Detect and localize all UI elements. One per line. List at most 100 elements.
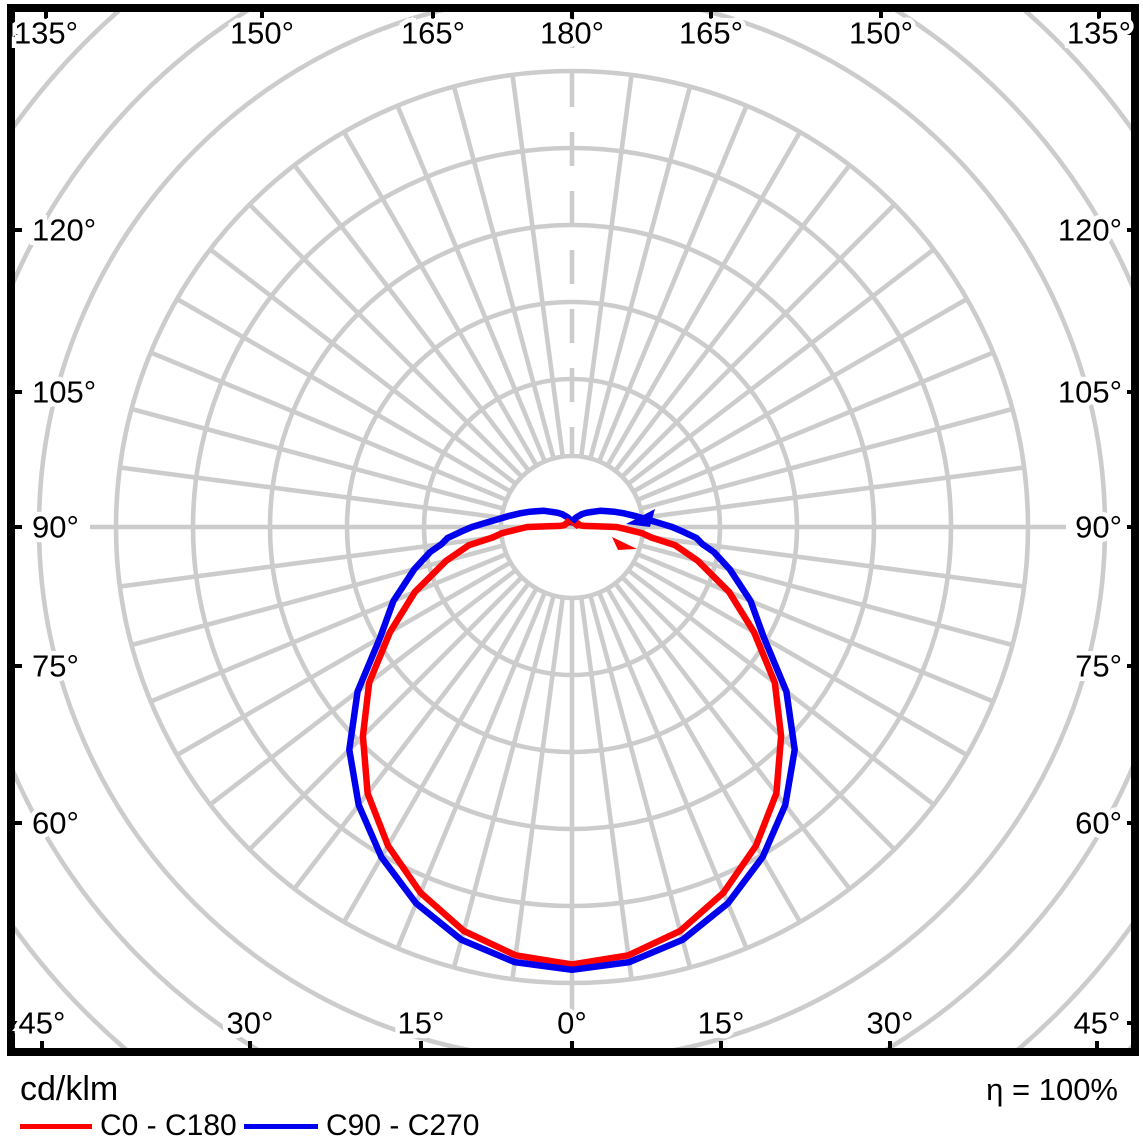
angle-label: 180° [540, 16, 604, 51]
tick-mark [1127, 821, 1134, 825]
grid-radial [342, 587, 539, 924]
angle-labels: 135° 150° 165° 180° 165° 150° 135° 45° 30° 15° 0° 1… [9, 11, 1135, 1045]
angle-label: 45° [19, 1006, 66, 1041]
intensity-curves [346, 507, 798, 974]
plot-frame [7, 4, 1139, 1056]
angle-label: 75° [1075, 649, 1122, 684]
grid-radial [247, 202, 524, 479]
angle-label: 15° [398, 1006, 445, 1041]
grid-radial [247, 575, 524, 852]
tick-mark [888, 1041, 892, 1048]
angle-label: 90° [32, 510, 79, 545]
grid-radial [175, 560, 512, 757]
grid-radial [451, 594, 556, 969]
grid-radial [395, 591, 547, 950]
unit-label: cd/klm [20, 1070, 119, 1108]
angle-label: 30° [227, 1006, 274, 1041]
grid-radial [578, 74, 634, 457]
angle-label: 60° [32, 806, 79, 841]
tick-mark [1097, 12, 1101, 19]
grid-radial [342, 130, 539, 467]
angle-label: 105° [32, 375, 96, 410]
tick-mark [44, 12, 48, 19]
curve-start-mark [565, 517, 579, 530]
tick-mark [1127, 228, 1134, 232]
grid-radial [597, 591, 749, 950]
angle-label: 45° [1074, 1006, 1121, 1041]
grid-radial [636, 350, 995, 502]
curve-c0-c180 [359, 518, 785, 968]
direction-arrow-icon-blue [626, 509, 655, 527]
grid-radial [626, 247, 936, 486]
grid-radial [620, 575, 897, 852]
tick-mark [248, 1041, 252, 1048]
tick-mark [570, 12, 574, 19]
grid-radial [605, 130, 802, 467]
grid-radial [149, 350, 508, 502]
tick-mark [709, 12, 713, 19]
grid-radial [451, 85, 556, 460]
tick-mark [1127, 664, 1134, 668]
grid-radial [632, 560, 969, 757]
grid-radial [597, 104, 749, 463]
tick-mark [1127, 525, 1134, 529]
tick-mark [15, 31, 22, 35]
angle-label: 15° [698, 1006, 745, 1041]
grid-radial [605, 587, 802, 924]
angle-label: 0° [557, 1006, 587, 1041]
grid-radial [613, 163, 852, 473]
angle-label: 90° [1075, 510, 1122, 545]
angle-label: 60° [1075, 806, 1122, 841]
tick-mark [1095, 1041, 1099, 1048]
grid-radial [642, 465, 1025, 521]
curve-c90-c270 [346, 507, 798, 974]
angle-label: 150° [230, 16, 294, 51]
angle-label: 120° [1058, 213, 1122, 248]
border-tick-marks [15, 12, 1134, 1048]
angle-label: 165° [679, 16, 743, 51]
grid-radial [208, 247, 518, 486]
angle-label: 105° [1058, 375, 1122, 410]
angle-label: 135° [14, 16, 78, 51]
tick-mark [15, 390, 22, 394]
grid-radial [130, 406, 505, 511]
angle-label: 30° [867, 1006, 914, 1041]
grid-radial [395, 104, 547, 463]
tick-mark [1127, 31, 1134, 35]
direction-arrow-icon-red [612, 537, 637, 550]
tick-mark [15, 525, 22, 529]
tick-mark [15, 664, 22, 668]
tick-mark [431, 12, 435, 19]
tick-mark [40, 1041, 44, 1048]
tick-mark [260, 12, 264, 19]
angle-label: 120° [32, 213, 96, 248]
grid-radial [510, 597, 566, 980]
angle-label: 75° [32, 649, 79, 684]
grid-radial [632, 297, 969, 494]
grid-radial [588, 594, 693, 969]
angle-label: 135° [1067, 16, 1131, 51]
tick-mark [879, 12, 883, 19]
angle-label: 150° [849, 16, 913, 51]
tick-mark [15, 1021, 22, 1025]
tick-mark [1127, 1021, 1134, 1025]
tick-mark [1127, 390, 1134, 394]
efficiency-label: η = 100% [986, 1072, 1118, 1107]
grid-radial [149, 552, 508, 704]
tick-mark [15, 821, 22, 825]
grid-radial [636, 552, 995, 704]
grid-radial [292, 163, 531, 473]
tick-mark [719, 1041, 723, 1048]
grid-radial [175, 297, 512, 494]
tick-mark [419, 1041, 423, 1048]
tick-mark [15, 228, 22, 232]
grid-radial [626, 568, 936, 807]
grid-radial [588, 85, 693, 460]
grid-radial [639, 406, 1014, 511]
grid-radial [613, 581, 852, 891]
grid-radial [208, 568, 518, 807]
grid-radial [292, 581, 531, 891]
